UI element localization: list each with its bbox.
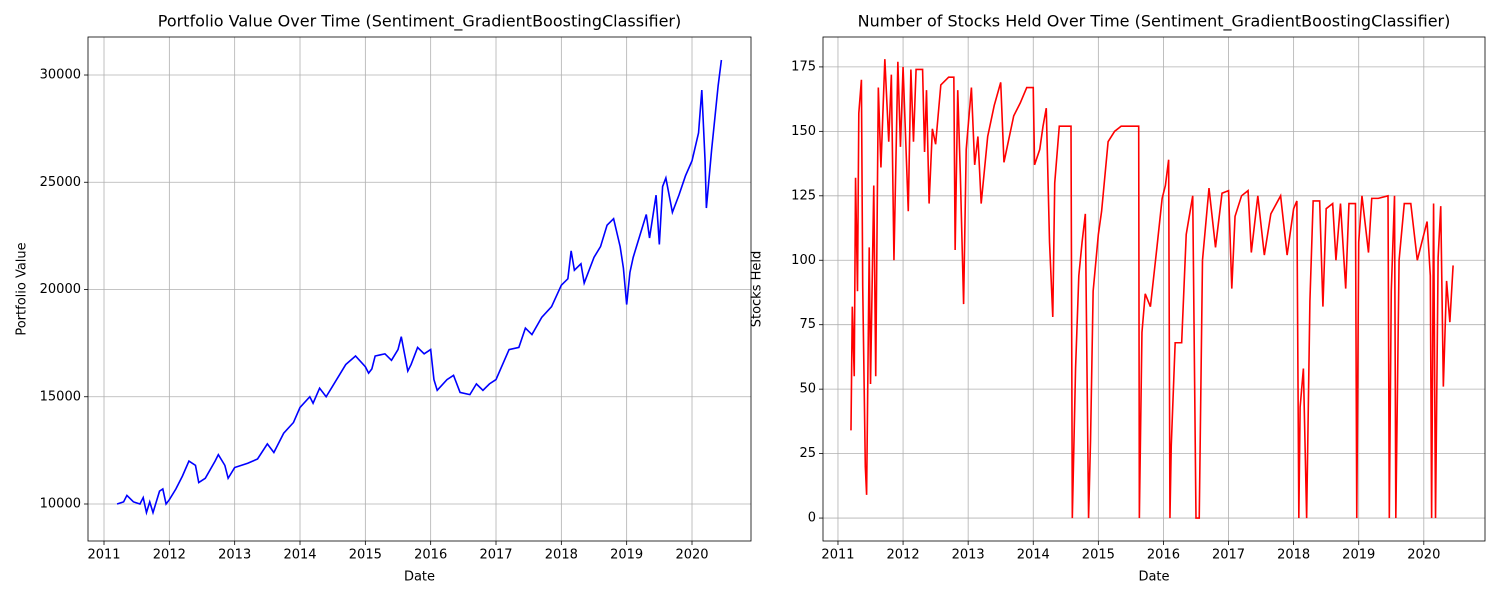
- chart-title: Portfolio Value Over Time (Sentiment_Gra…: [158, 12, 682, 32]
- x-tick-label: 2015: [349, 548, 382, 563]
- x-tick-label: 2011: [87, 548, 120, 563]
- x-tick-label: 2011: [821, 548, 854, 563]
- y-tick-label: 30000: [40, 68, 81, 83]
- x-tick-label: 2018: [545, 548, 578, 563]
- subplot: 2011 2012 2013 2014 2015 2016 2017 2018 2019 2020…: [750, 12, 1486, 585]
- plot-frame: [87, 36, 752, 542]
- subplot: 2011 2012 2013 2014 2015 2016 2017 2018 2019 2020…: [15, 12, 752, 585]
- x-tick-label: 2018: [1277, 548, 1310, 563]
- plot-frame: [822, 36, 1486, 542]
- y-tick-label: 75: [799, 317, 816, 332]
- y-axis-label: Portfolio Value: [15, 242, 30, 335]
- y-tick-label: 125: [791, 188, 816, 203]
- x-tick-label: 2019: [610, 548, 643, 563]
- x-axis-label: Date: [1138, 570, 1169, 585]
- y-tick-label: 100: [791, 253, 816, 268]
- x-tick-label: 2020: [675, 548, 708, 563]
- x-tick-label: 2013: [218, 548, 251, 563]
- chart-title: Number of Stocks Held Over Time (Sentime…: [858, 12, 1451, 32]
- x-tick-label: 2017: [1212, 548, 1245, 563]
- x-tick-label: 2019: [1342, 548, 1375, 563]
- y-tick-label: 20000: [40, 282, 81, 297]
- x-tick-label: 2012: [887, 548, 920, 563]
- y-tick-label: 25000: [40, 175, 81, 190]
- x-tick-label: 2020: [1407, 548, 1440, 563]
- x-tick-label: 2013: [952, 548, 985, 563]
- x-tick-label: 2016: [1147, 548, 1180, 563]
- y-tick-label: 150: [791, 124, 816, 139]
- x-tick-label: 2012: [153, 548, 186, 563]
- y-axis-label: Stocks Held: [750, 251, 765, 328]
- x-tick-label: 2017: [479, 548, 512, 563]
- y-tick-label: 0: [808, 511, 816, 526]
- x-tick-label: 2014: [283, 548, 316, 563]
- y-tick-label: 15000: [40, 389, 81, 404]
- data-line: [850, 59, 1454, 519]
- x-axis-label: Date: [404, 570, 435, 585]
- x-tick-label: 2016: [414, 548, 447, 563]
- y-tick-label: 50: [799, 382, 816, 397]
- x-tick-label: 2015: [1082, 548, 1115, 563]
- y-tick-label: 10000: [40, 496, 81, 511]
- x-tick-label: 2014: [1017, 548, 1050, 563]
- y-tick-label: 25: [799, 446, 816, 461]
- data-line: [116, 59, 723, 516]
- y-tick-label: 175: [791, 59, 816, 74]
